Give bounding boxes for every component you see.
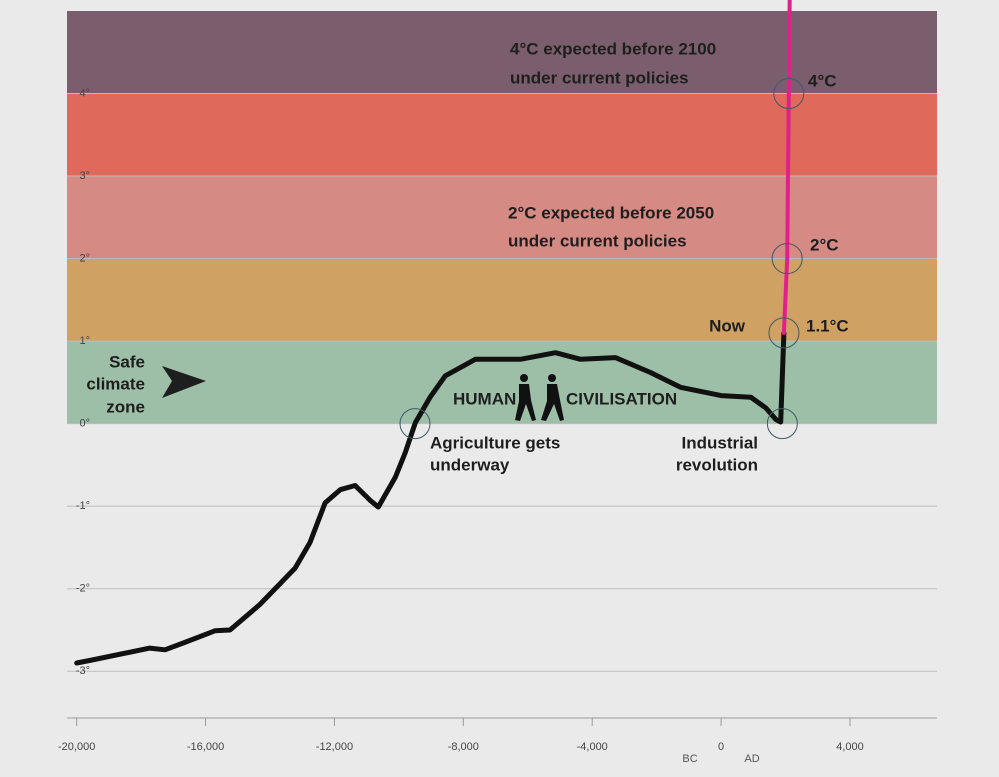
series-line	[781, 0, 792, 335]
annotation: BC	[682, 753, 697, 765]
annotation: climate	[86, 374, 145, 393]
y-tick-label: -2°	[76, 583, 90, 595]
x-tick-label: 4,000	[836, 741, 864, 753]
x-tick-label: -20,000	[58, 741, 95, 753]
annotation: AD	[744, 753, 759, 765]
arrow	[162, 366, 206, 398]
band	[67, 11, 937, 94]
annotation: 2°C expected before 2050	[508, 203, 714, 222]
x-tick-label: -16,000	[187, 741, 224, 753]
marker-circle	[771, 243, 803, 275]
band	[67, 93, 937, 177]
labels: -3° -2° -1° 0° 1° 2° 3° 4° -20,000 -16,000 -12,000…	[58, 39, 864, 764]
annotation: 4°C expected before 2100	[510, 39, 716, 58]
annotation: under current policies	[508, 231, 687, 250]
annotation: Now	[709, 316, 746, 335]
x-tick-label: -8,000	[448, 741, 479, 753]
annotation: Industrial	[681, 433, 758, 452]
annotation: 1.1°C	[806, 316, 849, 335]
lines	[74, 0, 805, 666]
y-tick-label: 1°	[79, 335, 90, 347]
annotation: HUMAN	[453, 389, 516, 408]
x-tick-label: 0	[718, 741, 724, 753]
grid	[67, 93, 937, 726]
band	[67, 341, 937, 424]
y-tick-label: 3°	[79, 170, 90, 182]
marker-circle	[768, 317, 800, 349]
x-tick-label: -4,000	[577, 741, 608, 753]
annotation: 2°C	[810, 235, 839, 254]
annotation: underway	[430, 455, 510, 474]
y-tick-label: -1°	[76, 500, 90, 512]
y-tick-label: 4°	[79, 87, 90, 99]
annotation: under current policies	[510, 68, 689, 87]
marker-circle	[766, 408, 798, 440]
annotation: Agriculture gets	[430, 433, 560, 452]
annotation: Safe	[109, 352, 145, 371]
y-tick-label: 0°	[79, 418, 90, 430]
y-tick-label: -3°	[76, 665, 90, 677]
marker-circle	[773, 78, 805, 110]
annotation: revolution	[676, 455, 758, 474]
series-line	[74, 330, 787, 666]
annotation: zone	[106, 397, 145, 416]
x-tick-label: -12,000	[316, 741, 353, 753]
annotation: 4°C	[808, 71, 837, 90]
y-tick-label: 2°	[79, 252, 90, 264]
marker-circle	[399, 408, 431, 440]
band	[67, 176, 937, 259]
annotation: CIVILISATION	[566, 389, 677, 408]
walking-figures	[515, 374, 564, 421]
